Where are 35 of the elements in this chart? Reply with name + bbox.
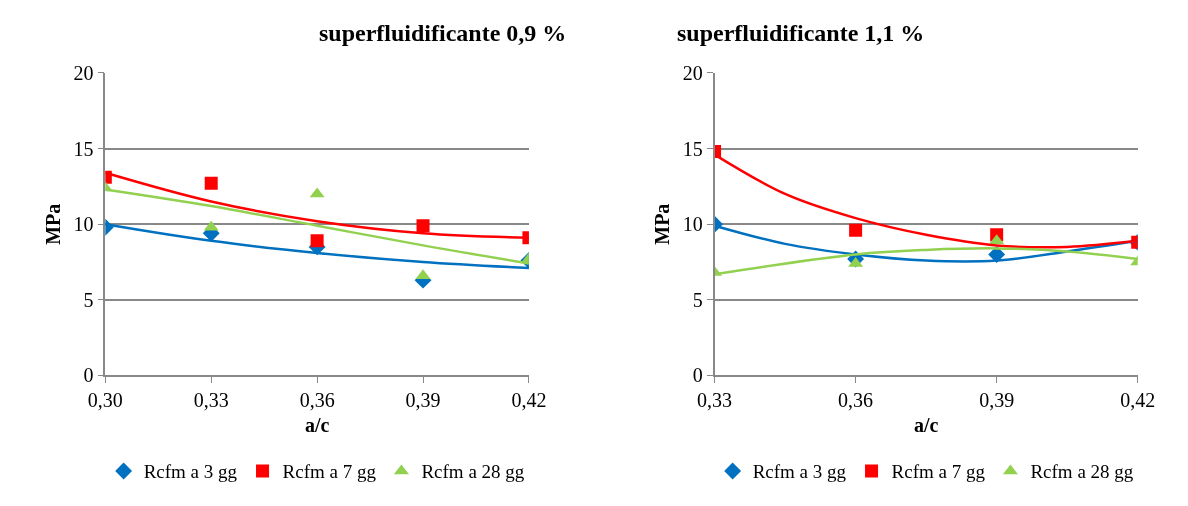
y-tick-label: 10 [682, 213, 703, 236]
x-axis-title: a/c [913, 414, 939, 437]
point [204, 176, 218, 190]
y-tick-label: 0 [83, 364, 94, 387]
x-tick-label: 0,36 [299, 389, 335, 412]
y-tick-label: 0 [692, 364, 703, 387]
x-tick-label: 0,36 [838, 389, 874, 412]
x-axis-title: a/c [304, 414, 330, 437]
legend-label: Rcfm a 7 gg [891, 461, 986, 483]
y-tick-label: 5 [83, 288, 94, 311]
line-series [714, 247, 1138, 276]
point [416, 219, 430, 233]
x-tick-label: 0,42 [1120, 389, 1156, 412]
chart-title: superfluidificante 0,9 % [319, 20, 567, 46]
y-axis-title: MPa [41, 203, 64, 245]
x-tick-label: 0,39 [405, 389, 441, 412]
x-tick-label: 0,33 [193, 389, 229, 412]
x-tick-label: 0,30 [87, 389, 123, 412]
legend-label: Rcfm a 28 gg [1030, 461, 1134, 483]
y-tick-label: 15 [682, 137, 703, 160]
legend-label: Rcfm a 28 gg [421, 461, 525, 483]
legend-label: Rcfm a 3 gg [143, 461, 238, 483]
x-tick-label: 0,33 [697, 389, 733, 412]
x-tick-label: 0,39 [979, 389, 1015, 412]
y-tick-label: 20 [73, 61, 94, 84]
legend-label: Rcfm a 7 gg [282, 461, 377, 483]
y-axis-title: MPa [650, 203, 673, 245]
point [310, 234, 324, 248]
y-tick-label: 15 [73, 137, 94, 160]
y-tick-label: 20 [682, 61, 703, 84]
chart-title: superfluidificante 1,1 % [677, 20, 925, 46]
x-tick-label: 0,42 [511, 389, 547, 412]
y-tick-label: 5 [692, 288, 703, 311]
y-tick-label: 10 [73, 213, 94, 236]
legend-label: Rcfm a 3 gg [752, 461, 847, 483]
